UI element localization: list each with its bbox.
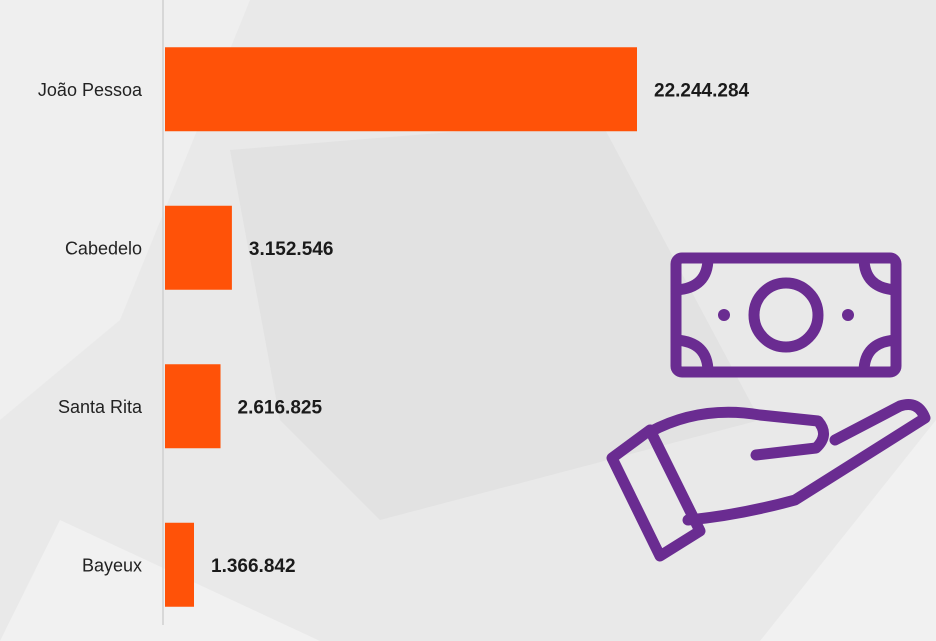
bar bbox=[165, 47, 637, 132]
money-dot bbox=[842, 309, 854, 321]
bar bbox=[165, 205, 232, 290]
value-label: 2.616.825 bbox=[238, 397, 323, 418]
category-label: Santa Rita bbox=[58, 397, 143, 417]
category-label: João Pessoa bbox=[38, 80, 143, 100]
category-label: Bayeux bbox=[82, 556, 142, 576]
money-dot bbox=[718, 309, 730, 321]
background-shape bbox=[0, 520, 320, 641]
background-shape bbox=[230, 120, 760, 520]
value-label: 1.366.842 bbox=[211, 556, 296, 577]
value-label: 22.244.284 bbox=[654, 80, 750, 101]
value-label: 3.152.546 bbox=[249, 239, 334, 260]
background-shape bbox=[760, 420, 936, 641]
bar bbox=[165, 364, 221, 449]
category-label: Cabedelo bbox=[65, 239, 142, 259]
bar bbox=[165, 522, 195, 607]
money-hand-icon bbox=[606, 252, 931, 562]
